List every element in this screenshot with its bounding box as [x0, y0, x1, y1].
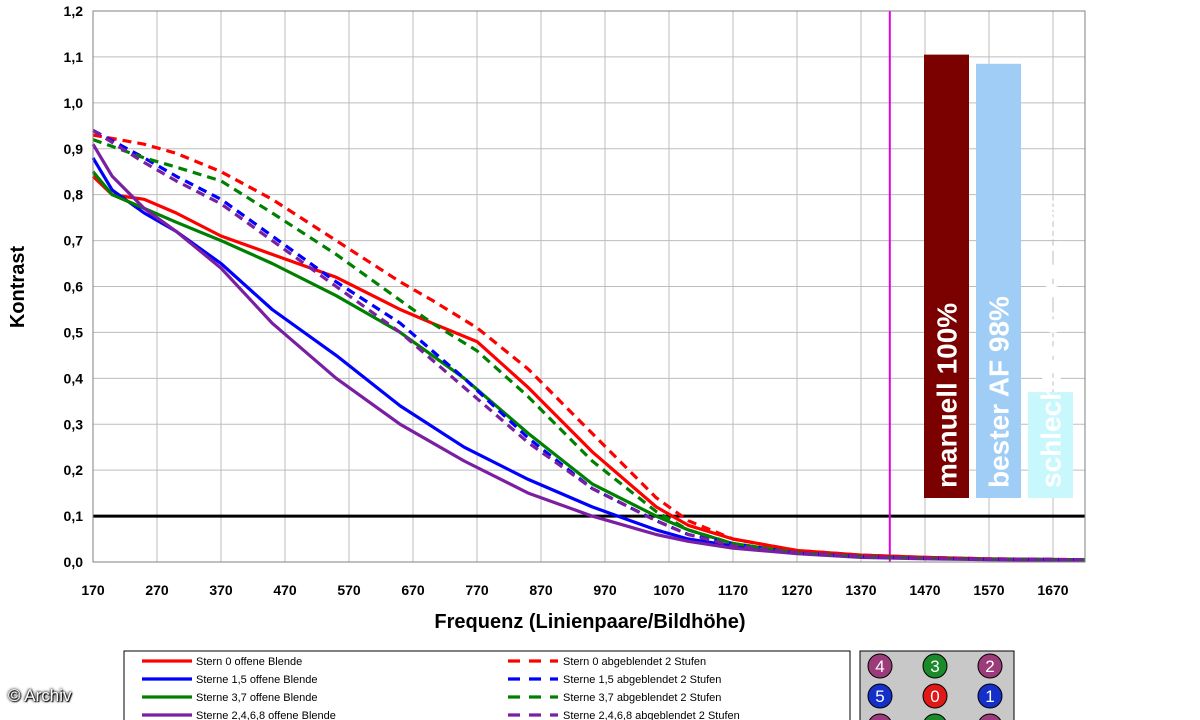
series-lines	[91, 128, 1086, 562]
af-bars: manuell 100% bester AF 98% schlechtester A…	[924, 54, 1073, 498]
star-badge-label: 1	[985, 687, 994, 706]
star-badge-label: 3	[930, 657, 939, 676]
legend-label: Sterne 1,5 abgeblendet 2 Stufen	[563, 674, 721, 686]
legend-label: Stern 0 abgeblendet 2 Stufen	[563, 656, 706, 668]
y-tick-label: 0,4	[64, 370, 84, 386]
y-tick-label: 0,2	[64, 462, 84, 478]
star-badge-label: 2	[985, 657, 994, 676]
star-badge-label: 8	[985, 717, 994, 720]
series-line	[92, 129, 1086, 562]
y-tick-labels: 0,0 0,1 0,2 0,3 0,4 0,5 0,6 0,7 0,8 0,9 1,0 1,1 1,2	[64, 3, 84, 570]
series-line	[92, 138, 1086, 562]
x-axis-label: Frequenz (Linienpaare/Bildhöhe)	[434, 611, 745, 633]
x-tick-label: 270	[145, 582, 169, 598]
series-line	[91, 143, 1086, 562]
plot-frame	[92, 10, 1086, 563]
x-tick-label: 970	[593, 582, 617, 598]
star-badge	[869, 713, 891, 720]
legend-label: Stern 0 offene Blende	[196, 656, 302, 668]
star-badge-label: 4	[875, 657, 884, 676]
star-badge	[867, 653, 893, 679]
y-tick-label: 0,1	[64, 508, 84, 524]
x-tick-label: 170	[81, 582, 105, 598]
af-bar	[1028, 392, 1073, 498]
star-badge	[924, 713, 946, 720]
legend: Stern 0 offene Blende Sterne 1,5 offene B…	[123, 650, 851, 720]
star-badge	[922, 683, 948, 709]
x-tick-label: 570	[337, 582, 361, 598]
x-tick-label: 1170	[718, 582, 749, 598]
y-tick-label: 0,8	[64, 187, 84, 203]
badge-items: 4 3 2 5 0 1 6 7 8	[867, 653, 1003, 720]
legend-label: Sterne 3,7 offene Blende	[196, 692, 318, 704]
y-axis-label: Kontrast	[7, 246, 29, 329]
x-tick-label: 370	[209, 582, 233, 598]
star-badge	[867, 683, 893, 709]
x-tick-label: 1570	[973, 582, 1004, 598]
x-tick-label: 1270	[781, 582, 812, 598]
x-tick-label: 470	[273, 582, 297, 598]
x-tick-label: 670	[401, 582, 425, 598]
x-tick-labels: 170 270 370 470 570 670 770 870 970 1070 1170 1270 1…	[81, 582, 1068, 598]
legend-box	[123, 650, 851, 720]
star-badge-label: 5	[875, 687, 884, 706]
legend-label: Sterne 1,5 offene Blende	[196, 674, 318, 686]
y-tick-label: 0,3	[64, 416, 84, 432]
y-tick-label: 1,2	[64, 3, 84, 19]
legend-items: Stern 0 offene Blende Sterne 1,5 offene B…	[142, 656, 740, 720]
x-tick-label: 1070	[653, 582, 684, 598]
y-tick-label: 0,0	[64, 554, 84, 570]
x-tick-label: 1670	[1037, 582, 1068, 598]
credit-text: © Archiv	[8, 686, 72, 705]
star-badge	[977, 653, 1003, 679]
star-badge	[977, 683, 1003, 709]
x-tick-label: 770	[465, 582, 489, 598]
y-tick-label: 0,6	[64, 279, 84, 295]
af-bar-label: schlechtester AF 24%	[1036, 199, 1067, 488]
y-tick-label: 0,9	[64, 141, 84, 157]
star-position-panel: 4 3 2 5 0 1 6 7 8	[859, 650, 1015, 720]
x-tick-label: 1470	[909, 582, 940, 598]
y-tick-label: 1,0	[64, 95, 84, 111]
y-tick-label: 0,5	[64, 324, 84, 340]
star-badge	[922, 653, 948, 679]
af-bar	[924, 54, 969, 498]
star-badge-label: 0	[930, 687, 939, 706]
af-bar	[976, 63, 1021, 498]
star-badge-label: 7	[930, 717, 939, 720]
y-tick-label: 0,7	[64, 233, 84, 249]
x-tick-label: 1370	[845, 582, 876, 598]
series-line	[92, 133, 1086, 562]
legend-label: Sterne 3,7 abgeblendet 2 Stufen	[563, 692, 721, 704]
af-bar-label: manuell 100%	[932, 303, 963, 488]
star-badge	[979, 713, 1001, 720]
x-tick-label: 870	[529, 582, 553, 598]
af-bar-label: bester AF 98%	[984, 296, 1015, 488]
star-badge-label: 6	[875, 717, 884, 720]
y-tick-label: 1,1	[64, 49, 84, 65]
legend-label: Sterne 2,4,6,8 abgeblendet 2 Stufen	[563, 710, 740, 720]
legend-label: Sterne 2,4,6,8 offene Blende	[196, 710, 336, 720]
